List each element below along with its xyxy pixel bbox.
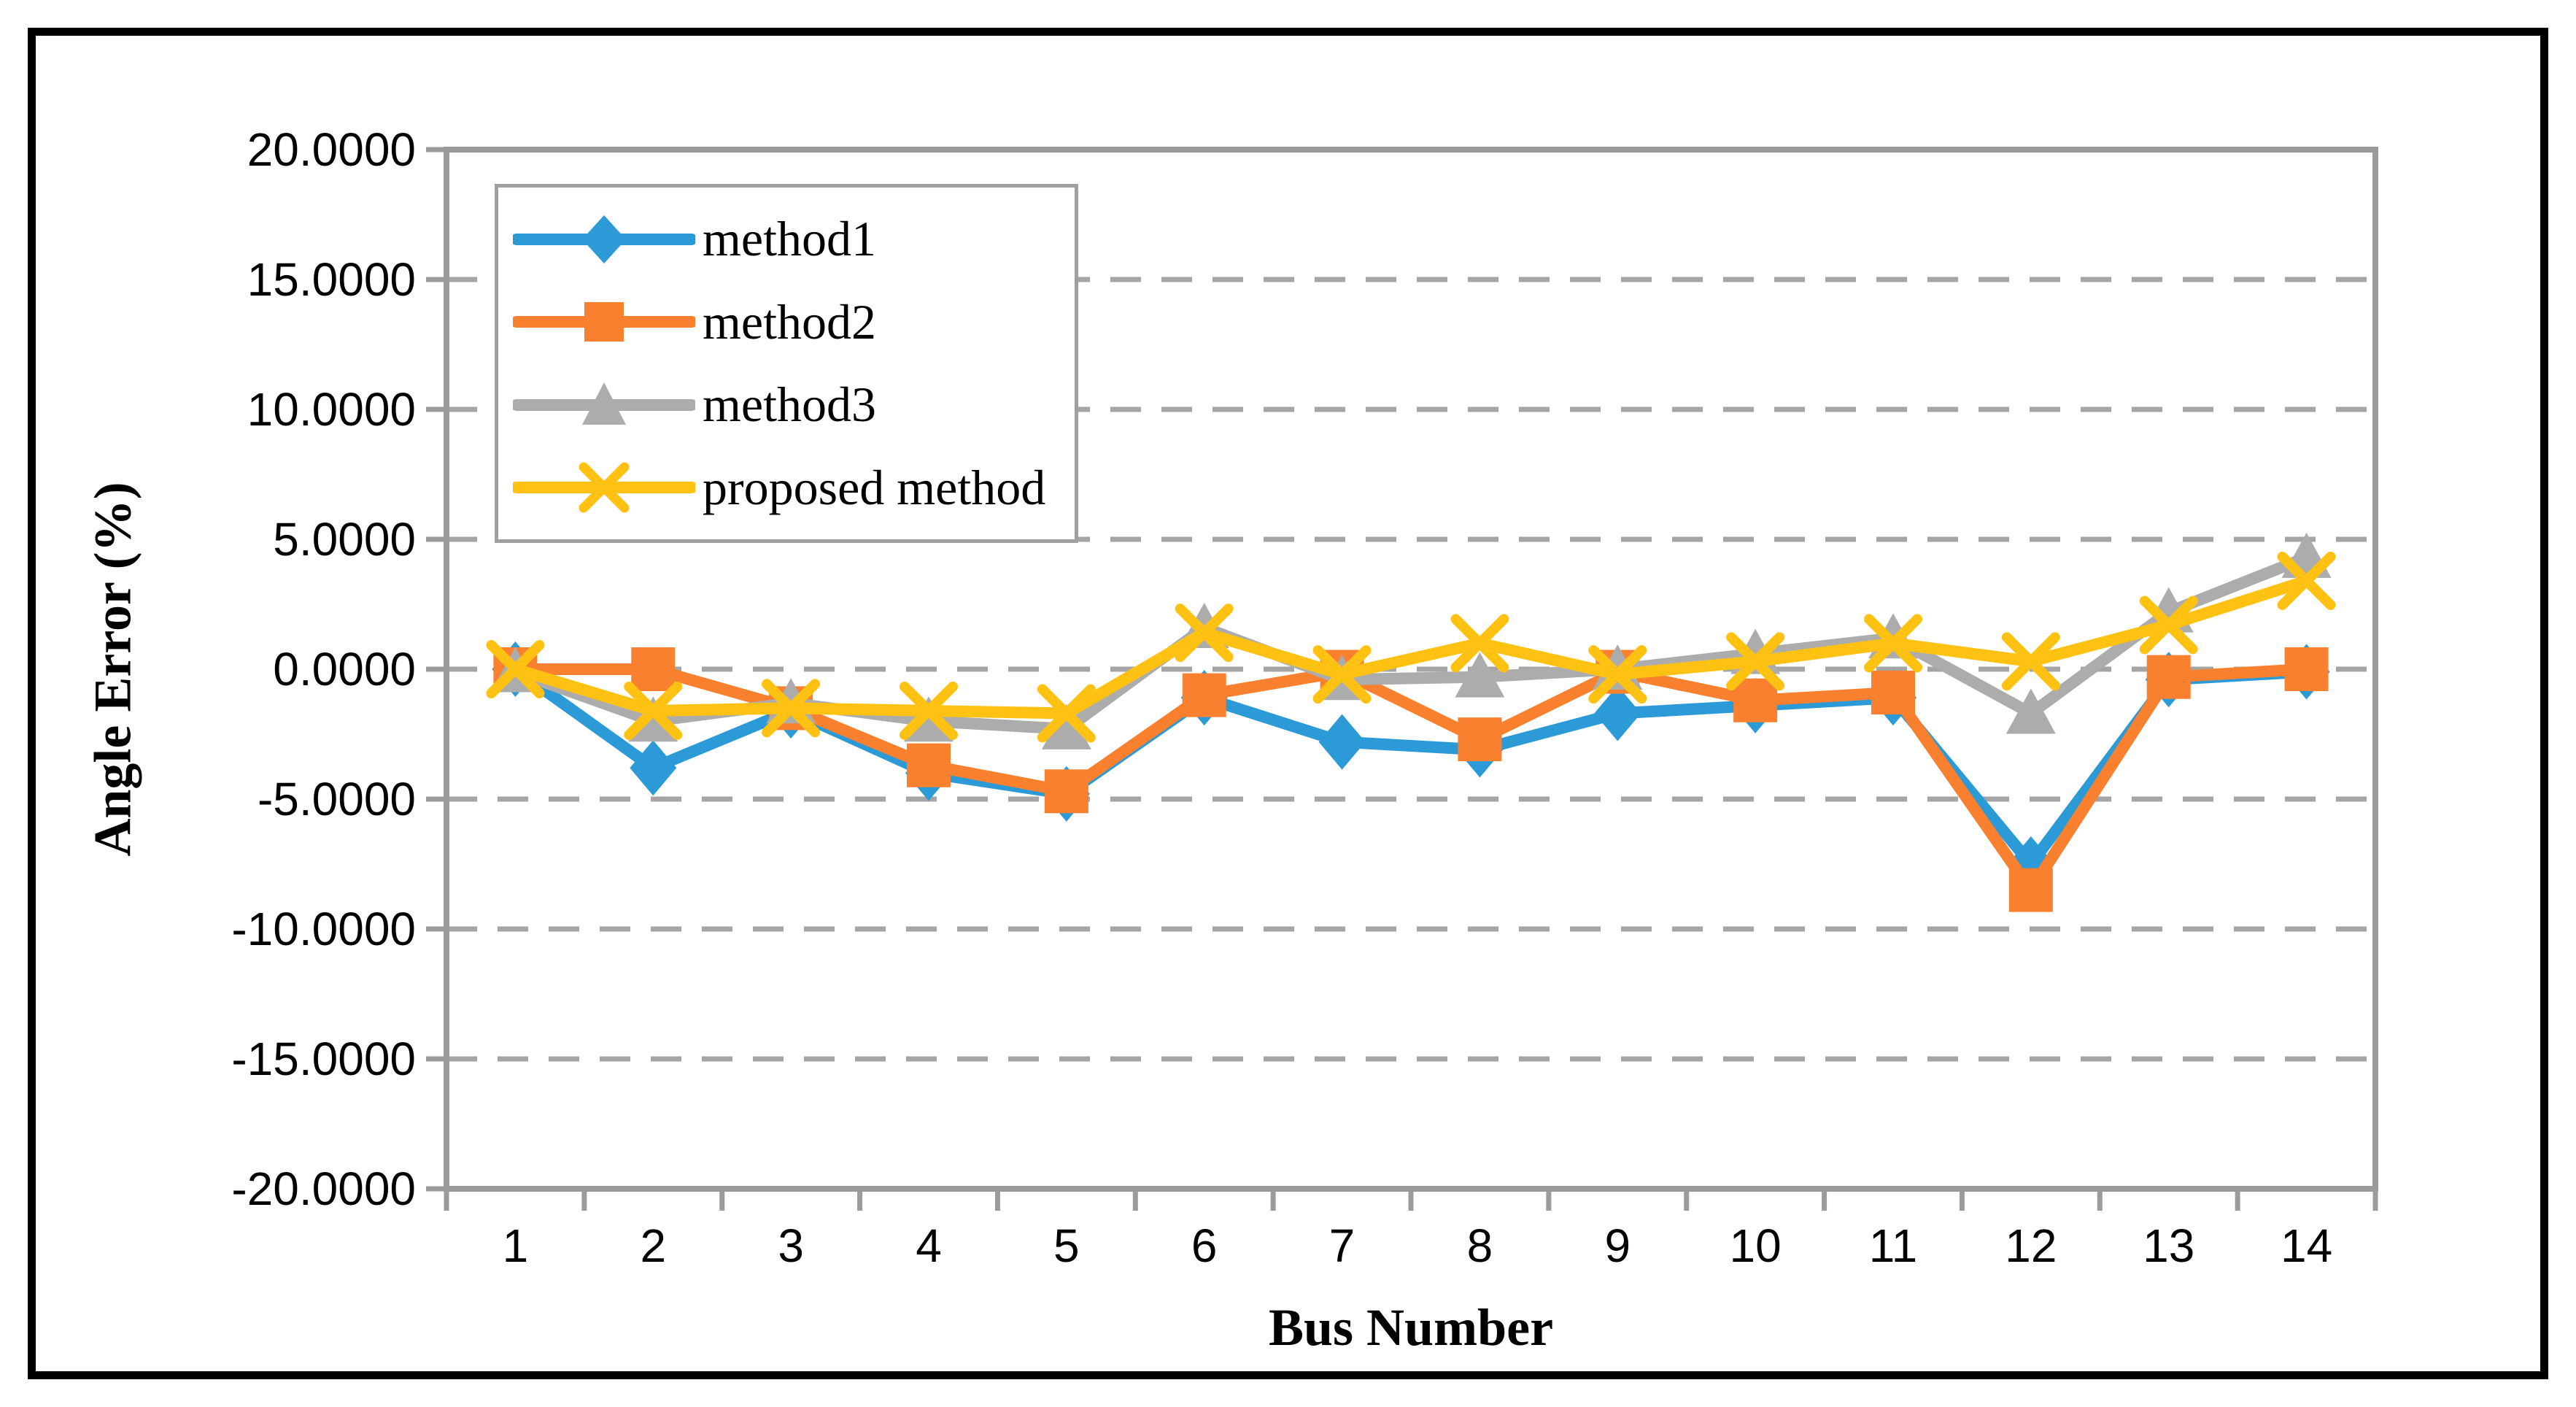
y-tick-label-0.0000: 0.0000	[273, 643, 416, 695]
x-tick-label-8: 8	[1466, 1219, 1493, 1272]
marker-method2-bus10	[1733, 678, 1778, 722]
marker-method2-bus8	[1458, 717, 1502, 762]
y-tick-label--20.0000: -20.0000	[231, 1163, 416, 1215]
marker-method2-bus5	[1044, 769, 1088, 814]
marker-method2-bus4	[907, 743, 951, 787]
marker-proposed-method-bus5	[1037, 684, 1096, 743]
marker-proposed-method-bus3	[762, 679, 821, 738]
legend-item-method2: method2	[513, 282, 1075, 362]
x-tick-label-2: 2	[640, 1219, 667, 1272]
x-tick-label-5: 5	[1053, 1219, 1080, 1272]
y-tick-label-5.0000: 5.0000	[273, 513, 416, 566]
x-tick-label-13: 13	[2143, 1219, 2195, 1272]
x-tick-label-11: 11	[1868, 1219, 1918, 1272]
x-tick-label-3: 3	[778, 1219, 804, 1272]
y-tick-label--10.0000: -10.0000	[231, 903, 416, 955]
x-marker-icon	[513, 462, 695, 513]
marker-proposed-method-bus12	[2001, 632, 2060, 691]
y-tick-label--5.0000: -5.0000	[257, 773, 416, 825]
marker-proposed-method-bus7	[1312, 645, 1372, 704]
x-tick-label-10: 10	[1729, 1219, 1782, 1272]
x-tick-label-14: 14	[2280, 1219, 2333, 1272]
y-tick-label-20.0000: 20.0000	[247, 123, 416, 176]
marker-proposed-method-bus8	[1450, 614, 1509, 673]
y-tick-label--15.0000: -15.0000	[231, 1033, 416, 1085]
series-line-2	[509, 663, 2313, 896]
marker-proposed-method-bus14	[2277, 551, 2336, 610]
diamond-marker-icon	[513, 215, 695, 263]
marker-method2-bus14	[2284, 647, 2329, 691]
x-tick-label-6: 6	[1191, 1219, 1218, 1272]
marker-method2-bus2	[631, 647, 676, 691]
marker-method2-bus13	[2146, 655, 2191, 699]
marker-method2-bus12	[2008, 868, 2053, 912]
marker-proposed-method-bus6	[1175, 604, 1234, 663]
marker-proposed-method-bus9	[1588, 645, 1647, 704]
legend-label: proposed method	[703, 459, 1046, 515]
legend-label: method1	[703, 211, 876, 267]
square-marker-icon	[513, 302, 695, 342]
marker-proposed-method-bus4	[900, 681, 958, 740]
y-axis-title: Angle Error (%)	[83, 482, 142, 857]
x-tick-label-4: 4	[916, 1219, 942, 1272]
legend-item-method1: method1	[513, 199, 1075, 280]
marker-proposed-method-bus13	[2139, 595, 2198, 655]
marker-method3-bus5	[1041, 704, 1091, 749]
marker-proposed-method-bus1	[486, 640, 545, 698]
legend-item-method3: method3	[513, 365, 1075, 445]
legend-label: method3	[703, 377, 876, 433]
legend-label: method2	[703, 293, 876, 350]
x-tick-label-12: 12	[2005, 1219, 2057, 1272]
x-tick-label-7: 7	[1328, 1219, 1355, 1272]
legend-item-proposed-method: proposed method	[513, 447, 1075, 528]
series-line-4	[509, 574, 2313, 720]
x-axis-title: Bus Number	[1268, 1298, 1554, 1357]
marker-proposed-method-bus2	[624, 681, 683, 740]
y-tick-label-10.0000: 10.0000	[247, 383, 416, 436]
legend: method1 method2 method3 proposed method	[495, 184, 1078, 543]
y-tick-label-15.0000: 15.0000	[247, 253, 416, 306]
triangle-marker-icon	[513, 382, 695, 425]
marker-proposed-method-bus10	[1726, 632, 1785, 691]
marker-method1-bus2	[630, 740, 677, 796]
marker-proposed-method-bus11	[1864, 614, 1922, 673]
marker-method2-bus11	[1871, 671, 1915, 715]
marker-method1-bus9	[1594, 685, 1641, 741]
x-tick-label-1: 1	[502, 1219, 529, 1272]
marker-method1-bus7	[1318, 714, 1366, 770]
marker-method3-bus12	[2006, 688, 2056, 734]
marker-method3-bus8	[1455, 652, 1505, 698]
x-tick-label-9: 9	[1604, 1219, 1631, 1272]
marker-method2-bus6	[1182, 673, 1226, 717]
